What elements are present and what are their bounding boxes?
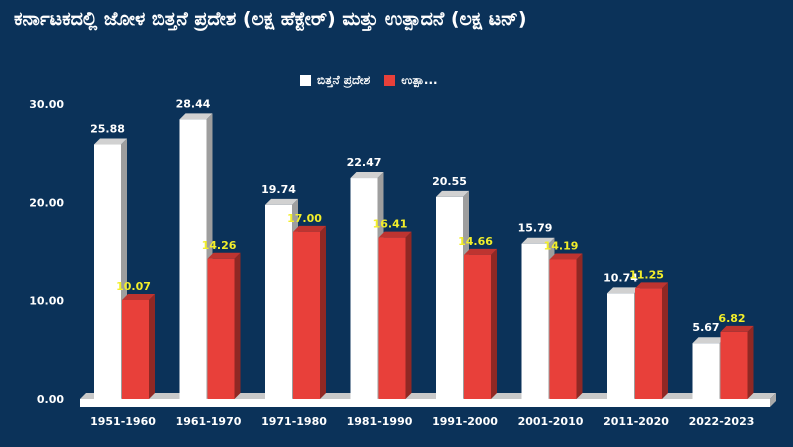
bar-side — [491, 248, 497, 399]
x-tick-label: 1991-2000 — [432, 415, 498, 428]
bar-top — [635, 282, 668, 289]
bar-top — [720, 325, 754, 332]
legend-item-production[interactable]: ಉತ್ಪಾ... — [384, 73, 438, 88]
bar-top — [549, 253, 583, 260]
bar-side — [234, 252, 241, 399]
y-tick-label: 20.00 — [29, 196, 64, 209]
y-tick-label: 30.00 — [29, 98, 64, 111]
data-label: 22.47 — [347, 156, 382, 169]
bar — [265, 204, 292, 399]
data-label: 14.66 — [458, 235, 493, 248]
x-tick-label: 1961-1970 — [176, 415, 242, 428]
bar — [94, 144, 121, 399]
bar — [720, 331, 748, 399]
data-label: 10.74 — [603, 271, 638, 284]
legend-label-production: ಉತ್ಪಾ... — [401, 73, 438, 87]
y-tick-label: 0.00 — [37, 393, 64, 406]
data-label: 10.07 — [116, 280, 151, 293]
bar-side — [662, 282, 668, 399]
data-label: 16.41 — [373, 218, 408, 231]
bar-top — [94, 138, 127, 145]
bar-top — [692, 337, 726, 344]
bar-top — [436, 190, 469, 197]
bar-side — [747, 325, 754, 399]
chart-floor-front — [80, 399, 770, 407]
x-tick-label: 1981-1990 — [347, 415, 413, 428]
legend-swatch-area — [300, 75, 311, 86]
data-label: 20.55 — [432, 175, 467, 188]
data-label: 25.88 — [90, 123, 125, 136]
bar — [378, 237, 406, 399]
x-tick-label: 2022-2023 — [689, 415, 755, 428]
data-label: 15.79 — [518, 222, 553, 235]
bar — [607, 293, 634, 399]
bar-top — [521, 237, 555, 244]
bar-top — [464, 248, 497, 255]
chart-legend: ಬಿತ್ತನೆ ಪ್ರದೇಶ ಉತ್ಪಾ... — [300, 73, 438, 88]
bar-top — [207, 252, 241, 259]
bar-side — [320, 225, 326, 399]
bar — [635, 288, 662, 399]
data-label: 14.19 — [544, 239, 579, 252]
bar-side — [149, 293, 155, 399]
bar-side — [405, 231, 412, 399]
bar-top — [265, 198, 298, 205]
bar — [692, 343, 720, 399]
x-tick-label: 2001-2010 — [518, 415, 584, 428]
chart-floor-top — [80, 393, 776, 399]
bar-top — [293, 225, 326, 232]
bar — [521, 243, 549, 399]
bar — [179, 119, 207, 399]
chart-title: ಕರ್ನಾಟಕದಲ್ಲಿ ಜೋಳ ಬಿತ್ತನೆ ಪ್ರದೇಶ (ಲಕ್ಷ ಹೆ… — [14, 8, 527, 30]
bar — [207, 258, 235, 399]
bar-top — [179, 113, 213, 120]
bar — [549, 259, 577, 399]
data-label: 14.26 — [202, 239, 237, 252]
data-label: 17.00 — [287, 212, 322, 225]
legend-swatch-production — [384, 75, 396, 86]
bar-top — [122, 293, 155, 300]
bar-side — [576, 253, 583, 399]
x-tick-label: 2011-2020 — [603, 415, 669, 428]
bar — [436, 196, 463, 399]
data-label: 6.82 — [718, 312, 745, 325]
legend-item-area[interactable]: ಬಿತ್ತನೆ ಪ್ರದೇಶ — [300, 73, 370, 88]
data-label: 19.74 — [261, 183, 296, 196]
data-label: 28.44 — [176, 97, 211, 110]
data-label: 5.67 — [692, 321, 719, 334]
bar — [350, 178, 378, 399]
y-tick-label: 10.00 — [29, 295, 64, 308]
data-label: 11.25 — [629, 268, 664, 281]
x-tick-label: 1971-1980 — [261, 415, 327, 428]
bar — [122, 299, 149, 399]
x-tick-label: 1951-1960 — [90, 415, 156, 428]
bar — [464, 254, 491, 399]
legend-label-area: ಬಿತ್ತನೆ ಪ್ರದೇಶ — [317, 73, 371, 87]
bar-top — [378, 231, 412, 238]
bar — [293, 231, 320, 399]
bar-top — [350, 172, 384, 179]
chart-floor-side — [770, 393, 776, 407]
bar-top — [607, 287, 640, 294]
